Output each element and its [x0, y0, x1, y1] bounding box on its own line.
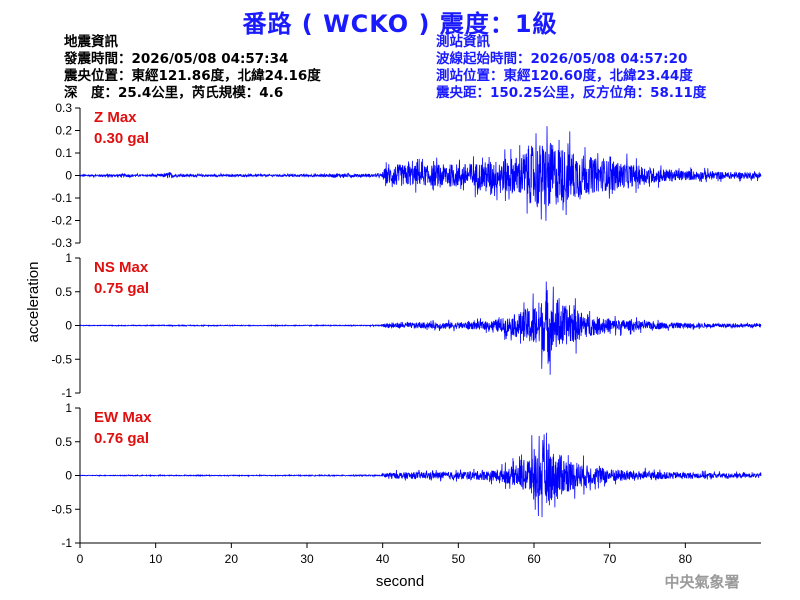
component-label: EW Max [94, 409, 152, 426]
y-tick-label: 1 [65, 251, 72, 265]
x-tick-label: 10 [149, 552, 163, 566]
epicenter-location: 震央位置：東經121.86度，北緯24.16度 [64, 68, 321, 84]
waveform-trace-ew [79, 432, 762, 518]
x-tick-label: 30 [300, 552, 314, 566]
y-tick-label: -0.2 [51, 214, 72, 228]
y-tick-label: 0 [65, 469, 72, 483]
component-label: NS Max [94, 259, 149, 276]
wave-start-time: 波線起始時間：2026/05/08 04:57:20 [436, 51, 688, 67]
x-tick-label: 80 [679, 552, 693, 566]
station-info: 測站資訊 波線起始時間：2026/05/08 04:57:20 測站位置：東經1… [436, 34, 706, 102]
earthquake-info: 地震資訊 發震時間：2026/05/08 04:57:34 震央位置：東經121… [64, 34, 321, 102]
max-value-label: 0.75 gal [94, 280, 149, 297]
x-tick-label: 0 [77, 552, 84, 566]
y-tick-label: -1 [61, 536, 72, 550]
y-axis-label: acceleration [25, 262, 42, 343]
y-tick-label: 1 [65, 401, 72, 415]
station-location: 測站位置：東經120.60度，北緯23.44度 [436, 68, 693, 84]
y-tick-label: 0.5 [55, 285, 72, 299]
origin-time: 發震時間：2026/05/08 04:57:34 [64, 51, 289, 67]
y-tick-label: -0.5 [51, 352, 72, 366]
x-axis-label: second [376, 573, 424, 590]
y-tick-label: 0 [65, 169, 72, 183]
x-tick-label: 40 [376, 552, 390, 566]
x-tick-label: 70 [603, 552, 617, 566]
distance-azimuth: 震央距：150.25公里，反方位角：58.11度 [436, 85, 707, 101]
page-title: 番路 ( WCKO ) 震度：1級 [242, 10, 558, 38]
y-tick-label: 0.1 [55, 146, 72, 160]
x-tick-label: 50 [452, 552, 466, 566]
max-value-label: 0.76 gal [94, 430, 149, 447]
earthquake-info-heading: 地震資訊 [64, 34, 118, 50]
component-label: Z Max [94, 109, 137, 126]
y-tick-label: 0.3 [55, 101, 72, 115]
agency-credit: 中央氣象署 [664, 573, 739, 591]
y-tick-label: -1 [61, 386, 72, 400]
y-tick-label: 0.2 [55, 124, 72, 138]
waveform-trace-ns [79, 281, 762, 375]
y-tick-label: 0 [65, 319, 72, 333]
y-tick-label: -0.1 [51, 191, 72, 205]
waveform-trace-z [79, 126, 762, 221]
y-tick-label: -0.5 [51, 502, 72, 516]
depth-magnitude: 深 度：25.4公里，芮氏規模：4.6 [64, 85, 284, 101]
x-tick-label: 20 [225, 552, 239, 566]
max-value-label: 0.30 gal [94, 130, 149, 147]
y-tick-label: -0.3 [51, 236, 72, 250]
x-tick-label: 60 [527, 552, 541, 566]
y-tick-label: 0.5 [55, 435, 72, 449]
station-info-heading: 測站資訊 [436, 34, 490, 50]
